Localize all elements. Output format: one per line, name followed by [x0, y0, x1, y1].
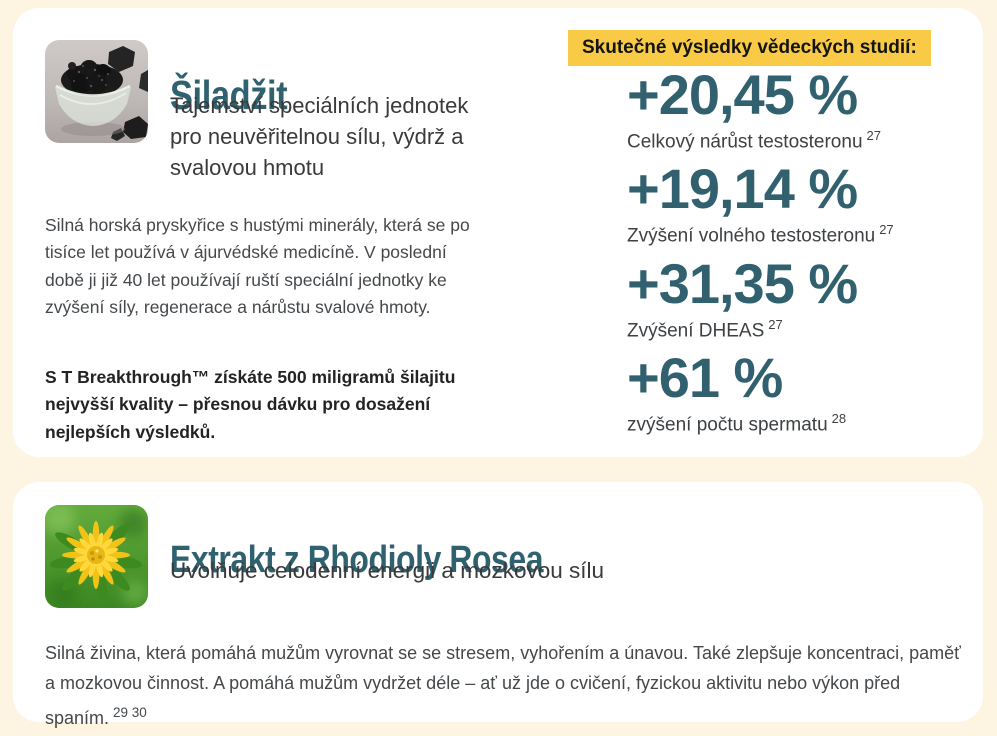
rhodiola-photo: [45, 505, 148, 608]
stat-label: Celkový nárůst testosteronu 27: [627, 128, 881, 153]
shilajit-dosage-claim: S T Breakthrough™ získáte 500 miligramů …: [45, 366, 456, 442]
stat-value: +20,45 %: [627, 63, 858, 126]
shilajit-description: Silná horská pryskyřice s hustými minerá…: [45, 214, 470, 318]
stat-label: Zvýšení DHEAS 27: [627, 316, 783, 341]
shilajit-card: Šiladžit Tajemství speciálních jednotek …: [13, 8, 983, 457]
rhodiola-flower-illustration: [45, 505, 148, 608]
footnote-ref: 27: [768, 316, 783, 332]
footnote-ref: 27: [879, 222, 894, 238]
footnote-ref: 27: [866, 128, 881, 143]
stat-value: +31,35 %: [627, 251, 858, 315]
stat-label: Zvýšení volného testosteronu 27: [627, 222, 894, 247]
shilajit-photo: [45, 40, 148, 143]
shilajit-bowl-illustration: [45, 40, 148, 143]
results-badge: Skutečné výsledky vědeckých studií:: [568, 30, 931, 66]
rhodiola-title: Extrakt z Rhodioly Rosea: [170, 538, 544, 581]
stat-label: zvýšení počtu spermatu 28: [627, 410, 847, 436]
footnote-ref: 28: [831, 410, 847, 426]
rhodiola-card: Extrakt z Rhodioly Rosea Uvolňuje celode…: [13, 482, 983, 728]
footnote-refs: 29 30: [113, 705, 147, 720]
rhodiola-subtitle: Uvolňuje celodenní energii a mozkovou sí…: [170, 558, 605, 583]
stat-total-testosterone: +20,45 % Celkový nárůst testosteronu 27: [627, 66, 894, 155]
rhodiola-description: Silná živina, která pomáhá mužům vyrovna…: [45, 643, 961, 728]
stat-value: +19,14 %: [627, 157, 858, 221]
results-stats: +20,45 % Celkový nárůst testosteronu 27 +…: [627, 66, 894, 443]
stat-free-testosterone: +19,14 % Zvýšení volného testosteronu 27: [627, 160, 894, 249]
shilajit-title: Šiladžit: [170, 72, 288, 119]
stat-dheas: +31,35 % Zvýšení DHEAS 27: [627, 255, 894, 344]
shilajit-subtitle: Tajemství speciálních jednotek pro neuvě…: [170, 93, 469, 180]
stat-sperm-count: +61 % zvýšení počtu spermatu 28: [627, 349, 894, 438]
stat-value: +61 %: [627, 345, 783, 409]
